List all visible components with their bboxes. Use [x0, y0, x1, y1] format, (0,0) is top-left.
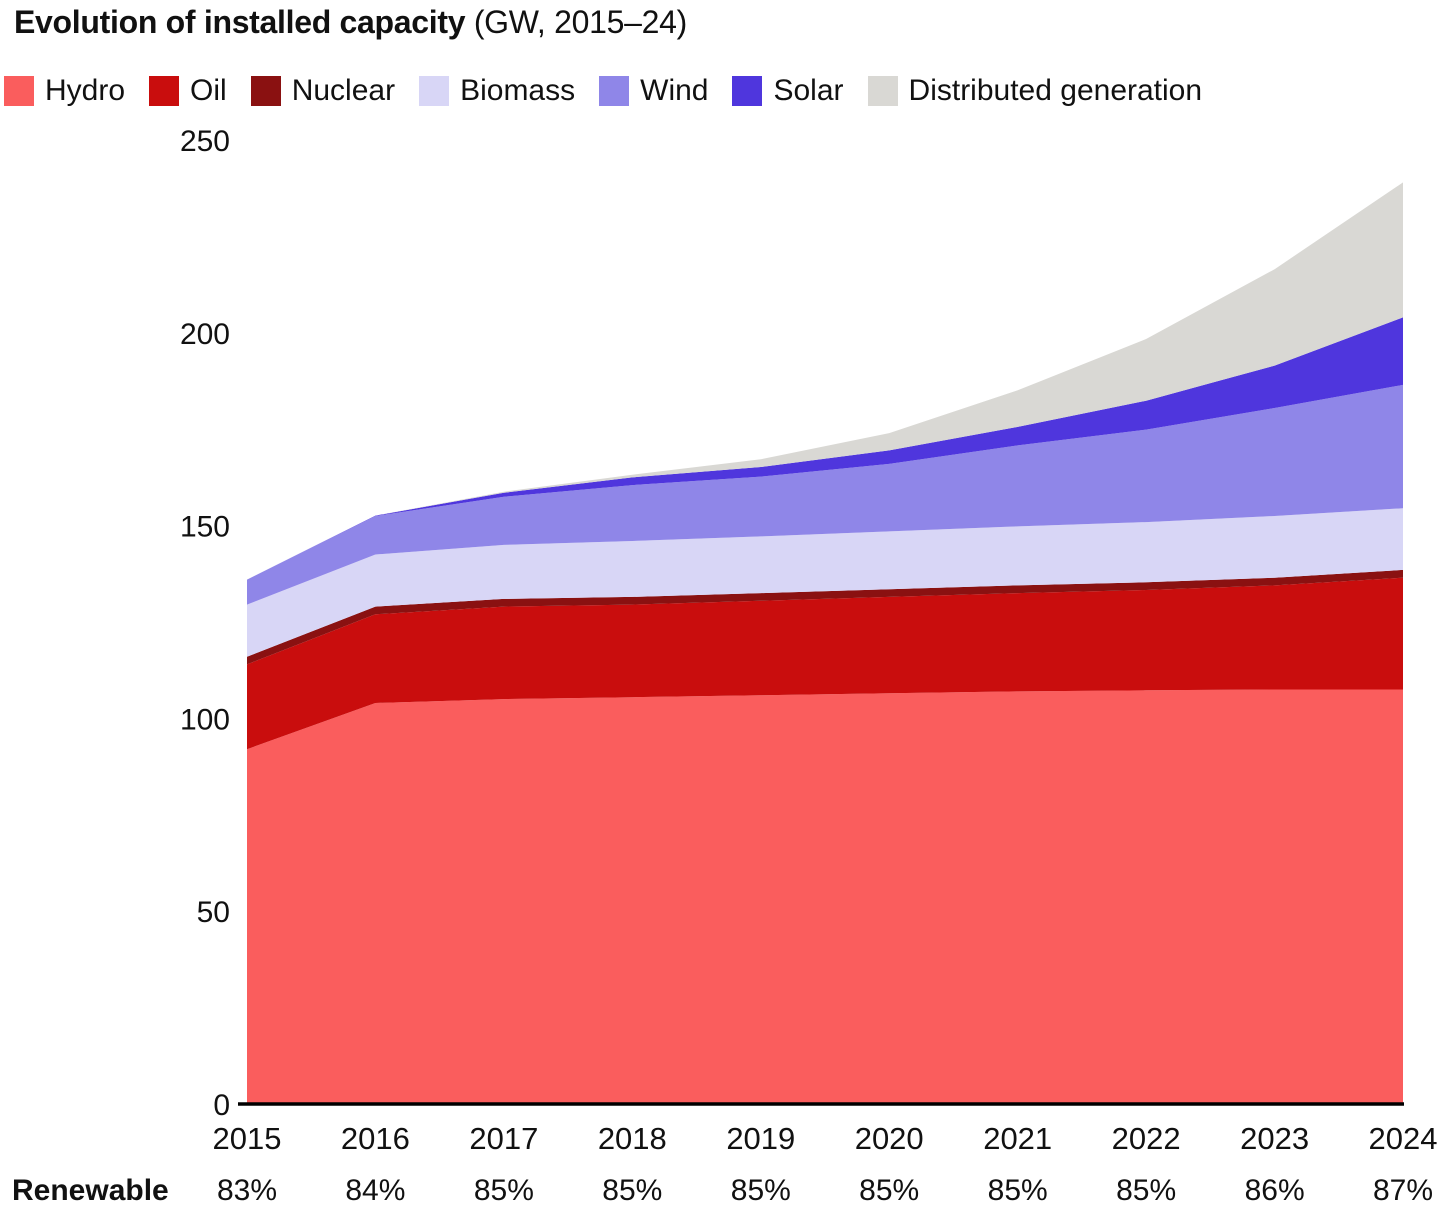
x-tick-label: 2015	[213, 1121, 282, 1156]
renewable-row-label: Renewable	[12, 1174, 169, 1207]
renewable-percent: 87%	[1372, 1174, 1434, 1207]
y-tick-label: 50	[197, 896, 230, 929]
chart-title: Evolution of installed capacity (GW, 201…	[14, 4, 687, 41]
renewable-percent: 85%	[473, 1174, 534, 1207]
renewable-percent: 85%	[730, 1174, 791, 1207]
x-tick-label: 2023	[1240, 1121, 1309, 1156]
legend-item-hydro: Hydro	[4, 74, 125, 108]
legend-label: Wind	[640, 74, 709, 107]
area-oil	[247, 577, 1403, 750]
legend-item-nuclear: Nuclear	[250, 74, 396, 108]
legend-item-biomass: Biomass	[419, 74, 575, 108]
legend-swatch-icon	[4, 76, 34, 106]
area-biomass	[247, 508, 1403, 657]
area-nuclear	[247, 569, 1403, 665]
x-tick-label: 2017	[469, 1121, 538, 1156]
x-tick-label: 2020	[855, 1121, 924, 1156]
x-tick-label: 2022	[1112, 1121, 1181, 1156]
renewable-percent: 85%	[1116, 1174, 1177, 1207]
x-tick-label: 2019	[726, 1121, 795, 1156]
chart-title-subtitle: (GW, 2015–24)	[465, 4, 687, 40]
renewable-percent: 86%	[1244, 1174, 1305, 1207]
legend-swatch-icon	[732, 76, 763, 106]
legend-label: Biomass	[460, 74, 576, 107]
legend-item-oil: Oil	[149, 74, 227, 108]
renewable-percent: 85%	[987, 1174, 1048, 1207]
renewable-percent: 85%	[602, 1174, 663, 1207]
legend-swatch-icon	[149, 76, 180, 106]
x-tick-label: 2016	[341, 1121, 410, 1156]
legend-swatch-icon	[867, 76, 898, 106]
x-tick-label: 2021	[983, 1121, 1052, 1156]
y-tick-label: 150	[180, 511, 230, 544]
legend-item-distributed-generation: Distributed generation	[867, 74, 1203, 108]
legend-label: Nuclear	[291, 74, 396, 107]
x-tick-label: 2024	[1369, 1121, 1438, 1156]
legend-swatch-icon	[250, 76, 281, 106]
y-tick-label: 0	[213, 1089, 230, 1122]
area-distributed-generation	[247, 182, 1403, 580]
legend-label: Hydro	[45, 74, 126, 107]
area-hydro	[247, 689, 1403, 1104]
legend-item-wind: Wind	[599, 74, 708, 108]
legend-item-solar: Solar	[732, 74, 844, 108]
legend-label: Oil	[190, 74, 227, 107]
chart-legend: Hydro Oil Nuclear Biomass Wind Solar Distribut…	[4, 74, 1226, 108]
renewable-percent: 85%	[859, 1174, 920, 1207]
legend-swatch-icon	[419, 76, 450, 106]
chart-title-main: Evolution of installed capacity	[14, 4, 466, 40]
area-wind	[247, 384, 1403, 605]
legend-swatch-icon	[599, 76, 630, 106]
renewable-percent: 84%	[345, 1174, 406, 1207]
y-tick-label: 100	[180, 703, 230, 736]
legend-label: Distributed generation	[908, 74, 1203, 107]
y-tick-label: 200	[180, 318, 230, 351]
renewable-percent: 83%	[216, 1174, 278, 1207]
x-tick-label: 2018	[598, 1121, 667, 1156]
legend-label: Solar	[773, 74, 844, 107]
y-tick-label: 250	[180, 125, 230, 158]
